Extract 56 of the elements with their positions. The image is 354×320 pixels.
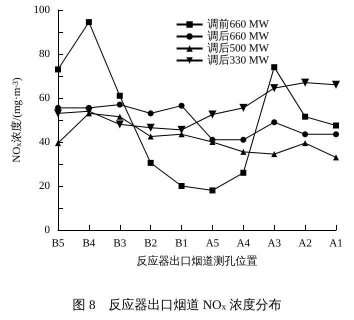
point <box>239 104 248 112</box>
point <box>148 134 154 140</box>
point <box>271 151 278 158</box>
point <box>270 84 278 92</box>
point <box>333 122 339 128</box>
point <box>209 136 216 143</box>
point <box>178 102 185 109</box>
point <box>116 114 123 120</box>
x-tick-label: A2 <box>298 238 312 250</box>
x-tick-label: B1 <box>175 238 188 250</box>
point <box>116 92 123 99</box>
x-tick-label: B3 <box>113 238 127 250</box>
x-tick-label: A3 <box>267 238 282 250</box>
point <box>302 131 308 138</box>
x-tick-label: B2 <box>144 238 158 250</box>
y-tick-label: 60 <box>39 92 50 104</box>
point <box>208 110 216 118</box>
text: 图 8 反应器出口烟道 NOx 浓度分布 <box>72 297 282 312</box>
y-axis-title: NOx浓度/(mg·m-3) <box>10 77 24 163</box>
y-tick-label: 80 <box>39 48 50 60</box>
x-tick-label: B4 <box>82 238 96 250</box>
y-tick-label: 100 <box>34 4 50 16</box>
point <box>240 148 246 155</box>
point <box>55 140 61 146</box>
point <box>240 170 246 176</box>
point <box>301 78 310 87</box>
point <box>271 119 278 126</box>
legend-label: 调后500 MW <box>208 42 270 54</box>
x-tick-label: A4 <box>236 238 251 250</box>
point <box>333 154 339 160</box>
point <box>55 66 61 72</box>
x-axis-title: 反应器出口烟道测孔位置 <box>136 254 258 268</box>
point <box>148 110 154 116</box>
point <box>148 160 154 166</box>
point <box>116 120 124 128</box>
point <box>271 64 278 70</box>
x-tick-label: A5 <box>206 238 220 250</box>
point <box>333 131 339 138</box>
x-tick-label: B5 <box>52 238 65 250</box>
point <box>240 136 246 143</box>
point <box>302 140 308 146</box>
legend-label: 调后330 MW <box>208 54 270 66</box>
point <box>209 187 216 194</box>
y-tick-label: 0 <box>44 224 50 236</box>
point <box>178 126 186 134</box>
y-tick-label: 20 <box>39 180 50 192</box>
point <box>86 19 92 26</box>
legend-label: 调前660 MW <box>208 18 270 30</box>
point <box>332 80 340 89</box>
point <box>302 114 308 120</box>
point <box>116 102 123 108</box>
point <box>146 124 155 132</box>
x-tick-label: A1 <box>329 238 343 250</box>
y-tick-label: 40 <box>39 136 50 148</box>
point <box>178 183 185 189</box>
legend-label: 调后660 MW <box>208 30 270 42</box>
